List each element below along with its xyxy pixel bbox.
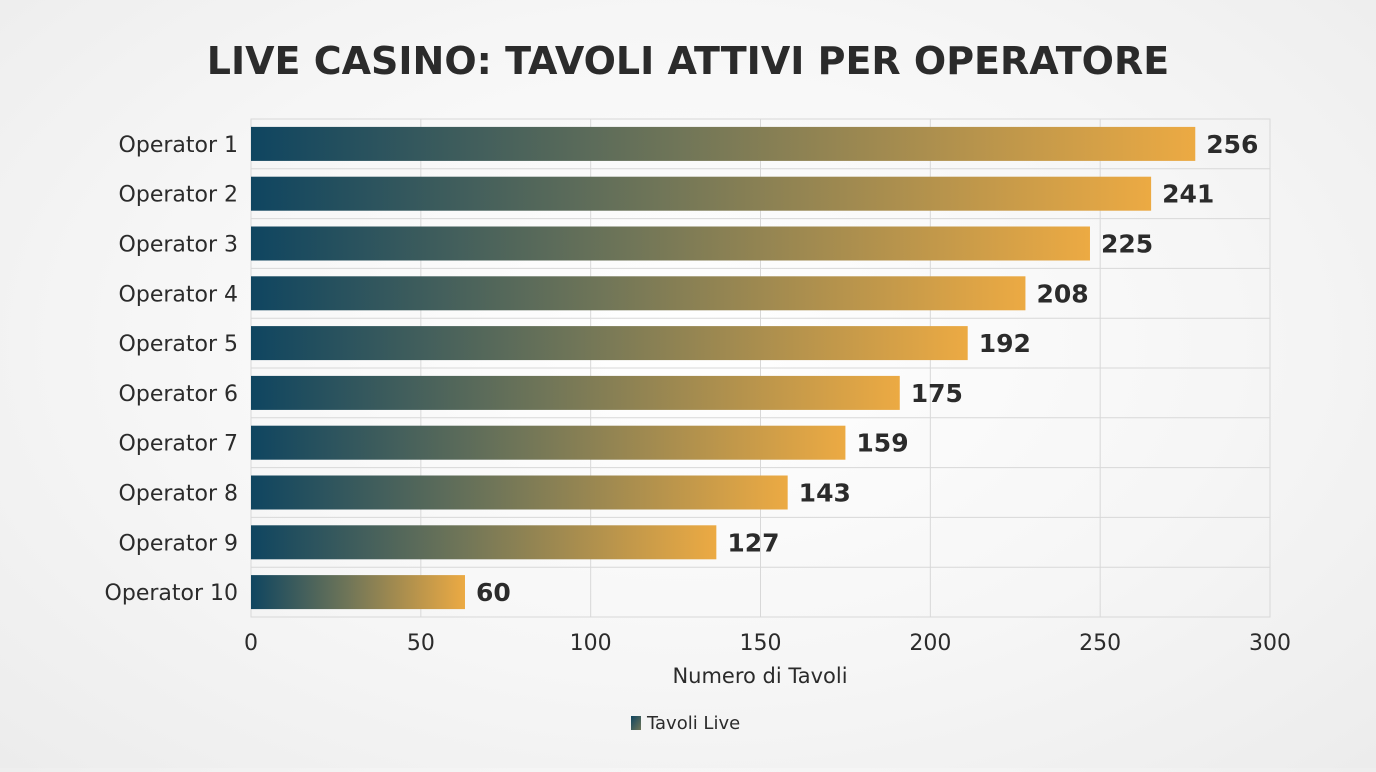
bar	[251, 425, 846, 460]
value-label: 143	[799, 479, 851, 508]
value-label: 60	[476, 578, 511, 607]
category-label: Operator 2	[119, 183, 238, 208]
x-axis-label: Numero di Tavoli	[672, 664, 847, 688]
legend: Tavoli Live	[631, 713, 740, 734]
bar	[251, 525, 717, 560]
bar	[251, 226, 1090, 261]
category-label: Operator 4	[119, 282, 238, 307]
category-label: Operator 6	[119, 382, 238, 407]
category-label: Operator 8	[119, 482, 238, 507]
x-tick-label: 300	[1249, 631, 1291, 656]
value-label: 241	[1162, 180, 1214, 209]
bar	[251, 375, 900, 410]
category-label: Operator 7	[119, 432, 238, 457]
x-tick-label: 100	[570, 631, 612, 656]
value-label: 175	[911, 379, 963, 408]
category-label: Operator 9	[119, 531, 238, 556]
x-tick-label: 200	[909, 631, 951, 656]
value-label: 256	[1206, 130, 1258, 159]
value-label: 127	[727, 528, 779, 557]
chart-title: LIVE CASINO: TAVOLI ATTIVI PER OPERATORE	[207, 39, 1169, 83]
bar	[251, 126, 1196, 161]
grid	[250, 118, 1271, 618]
bar	[251, 176, 1152, 211]
bar	[251, 276, 1026, 311]
bars	[251, 126, 1196, 610]
x-tick-label: 0	[244, 631, 258, 656]
category-label: Operator 1	[119, 133, 238, 158]
category-label: Operator 3	[119, 233, 238, 258]
legend-label: Tavoli Live	[646, 713, 740, 734]
bar	[251, 326, 968, 361]
bar	[251, 475, 788, 510]
value-label: 225	[1101, 230, 1153, 259]
value-label: 208	[1036, 279, 1088, 308]
x-tick-label: 250	[1079, 631, 1121, 656]
category-label: Operator 10	[105, 581, 238, 606]
category-labels: Operator 1 Operator 2 Operator 3 Operator 4…	[105, 133, 238, 606]
x-tick-label: 50	[407, 631, 435, 656]
category-label: Operator 5	[119, 332, 238, 357]
value-label: 159	[856, 429, 908, 458]
legend-swatch	[631, 716, 641, 730]
x-tick-label: 150	[740, 631, 782, 656]
x-axis-ticks: 0 50 100 150 200 250 300	[244, 631, 1291, 656]
value-label: 192	[979, 329, 1031, 358]
bar	[251, 575, 465, 610]
